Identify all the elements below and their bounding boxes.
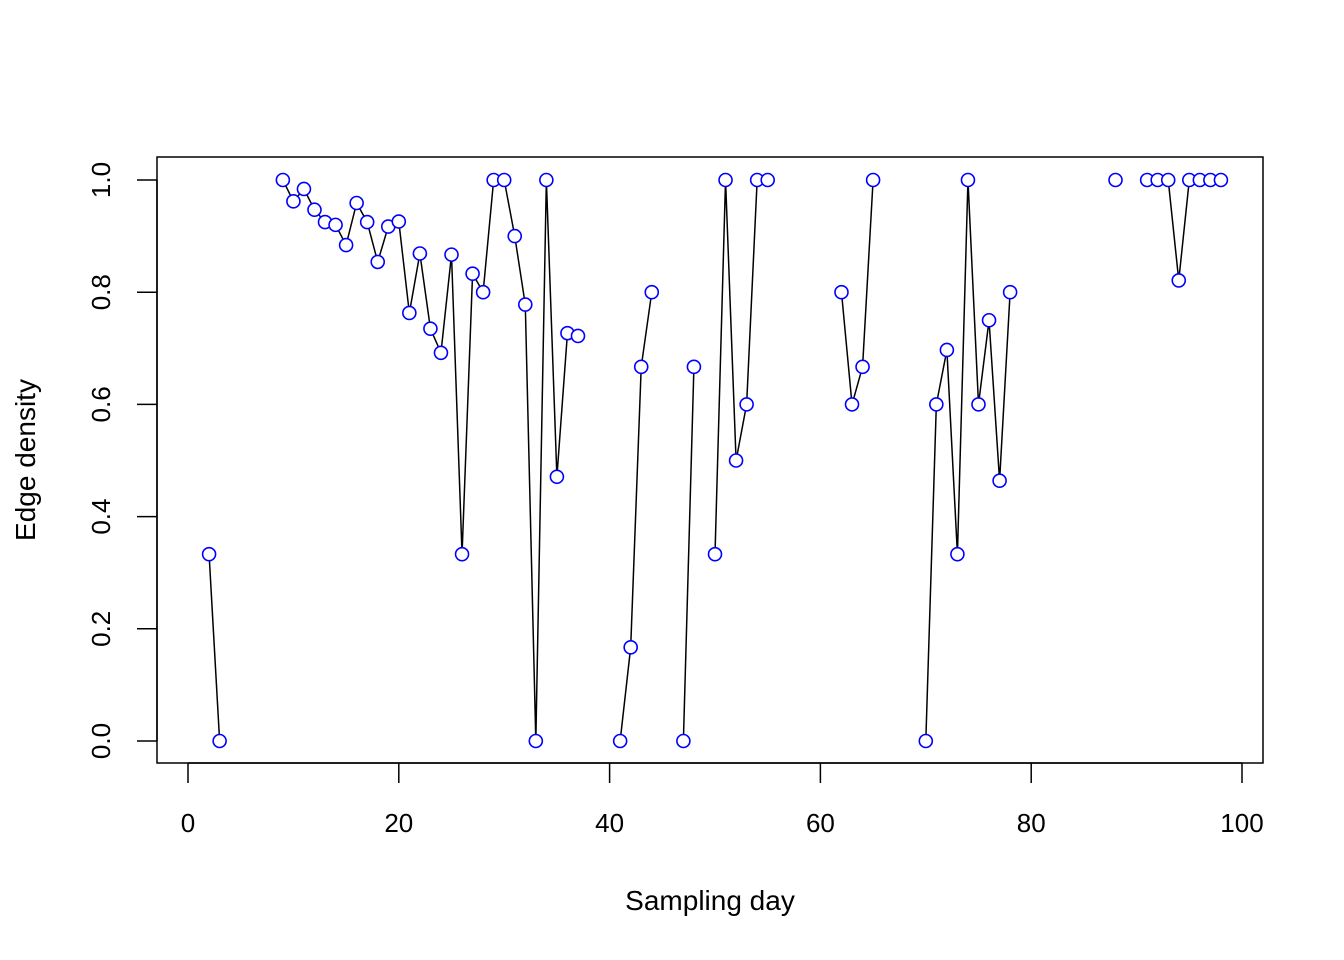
data-point	[834, 284, 849, 300]
data-point	[686, 359, 702, 375]
data-point	[212, 733, 227, 749]
series-line-segment	[925, 179, 1011, 742]
data-point	[539, 172, 554, 188]
data-point	[549, 469, 565, 485]
data-point	[201, 546, 217, 562]
series-line-segment	[619, 292, 653, 742]
x-tick-label: 60	[806, 808, 835, 838]
data-point	[760, 172, 776, 188]
series-line-segment	[282, 179, 579, 742]
data-point	[423, 321, 438, 336]
data-point	[981, 312, 997, 328]
data-point	[507, 228, 523, 244]
data-point	[844, 397, 860, 412]
data-point	[1002, 284, 1018, 300]
data-point	[612, 733, 628, 749]
series-line-segment	[840, 179, 874, 405]
data-point	[475, 284, 491, 300]
data-point	[1108, 172, 1123, 188]
y-tick-label: 0.4	[86, 499, 116, 535]
y-tick-label: 0.6	[86, 386, 116, 422]
series-points	[201, 172, 1229, 749]
data-point	[971, 397, 986, 412]
data-point	[939, 342, 955, 358]
data-point	[402, 305, 417, 321]
x-tick-label: 80	[1017, 808, 1046, 838]
data-point	[960, 172, 976, 188]
data-point	[275, 172, 291, 188]
y-axis-label: Edge density	[10, 379, 41, 541]
data-point	[433, 345, 449, 361]
data-point	[465, 266, 480, 281]
data-point	[391, 214, 407, 229]
x-tick-label: 100	[1220, 808, 1263, 838]
data-point	[412, 246, 428, 261]
series-line-segment	[208, 554, 221, 742]
data-point	[950, 546, 965, 562]
series-line-segment	[682, 366, 695, 742]
x-tick-label: 40	[595, 808, 624, 838]
x-tick-label: 20	[384, 808, 413, 838]
data-point	[296, 181, 312, 197]
x-tick-label: 0	[181, 808, 195, 838]
data-point	[444, 247, 459, 262]
data-point	[370, 254, 386, 270]
series-line-segment	[1147, 179, 1221, 281]
data-point	[1213, 172, 1229, 188]
series-line-segment	[714, 179, 768, 555]
data-point	[496, 172, 512, 188]
data-point	[992, 473, 1007, 488]
data-point	[918, 733, 934, 749]
data-point	[855, 359, 870, 375]
data-point	[1171, 273, 1187, 288]
y-tick-label: 0.0	[86, 723, 116, 759]
y-tick-label: 1.0	[86, 162, 116, 198]
data-point	[359, 214, 375, 230]
data-point	[1160, 172, 1176, 188]
data-point	[633, 359, 649, 375]
data-point	[338, 237, 354, 253]
data-point	[623, 640, 638, 655]
data-point	[718, 172, 733, 188]
data-point	[454, 546, 470, 562]
data-point	[307, 202, 322, 218]
data-point	[707, 546, 723, 562]
data-point	[728, 453, 744, 468]
x-axis: 0 20 40 60 80 100	[181, 762, 1264, 838]
y-tick-label: 0.2	[86, 611, 116, 647]
data-point	[739, 397, 754, 412]
data-point	[865, 172, 881, 188]
plot-box	[156, 156, 1264, 764]
series-lines	[208, 179, 1221, 742]
data-point	[676, 733, 691, 749]
data-point	[570, 328, 586, 344]
y-axis: 0.0 0.2 0.4 0.6 0.8 1.0	[86, 162, 158, 759]
data-point	[929, 397, 944, 412]
data-point	[517, 297, 533, 312]
y-tick-label: 0.8	[86, 274, 116, 310]
data-point	[349, 195, 364, 211]
data-point	[528, 733, 544, 749]
data-point	[328, 217, 343, 233]
data-point	[286, 194, 301, 209]
x-axis-label: Sampling day	[625, 885, 795, 916]
data-point	[644, 284, 660, 300]
